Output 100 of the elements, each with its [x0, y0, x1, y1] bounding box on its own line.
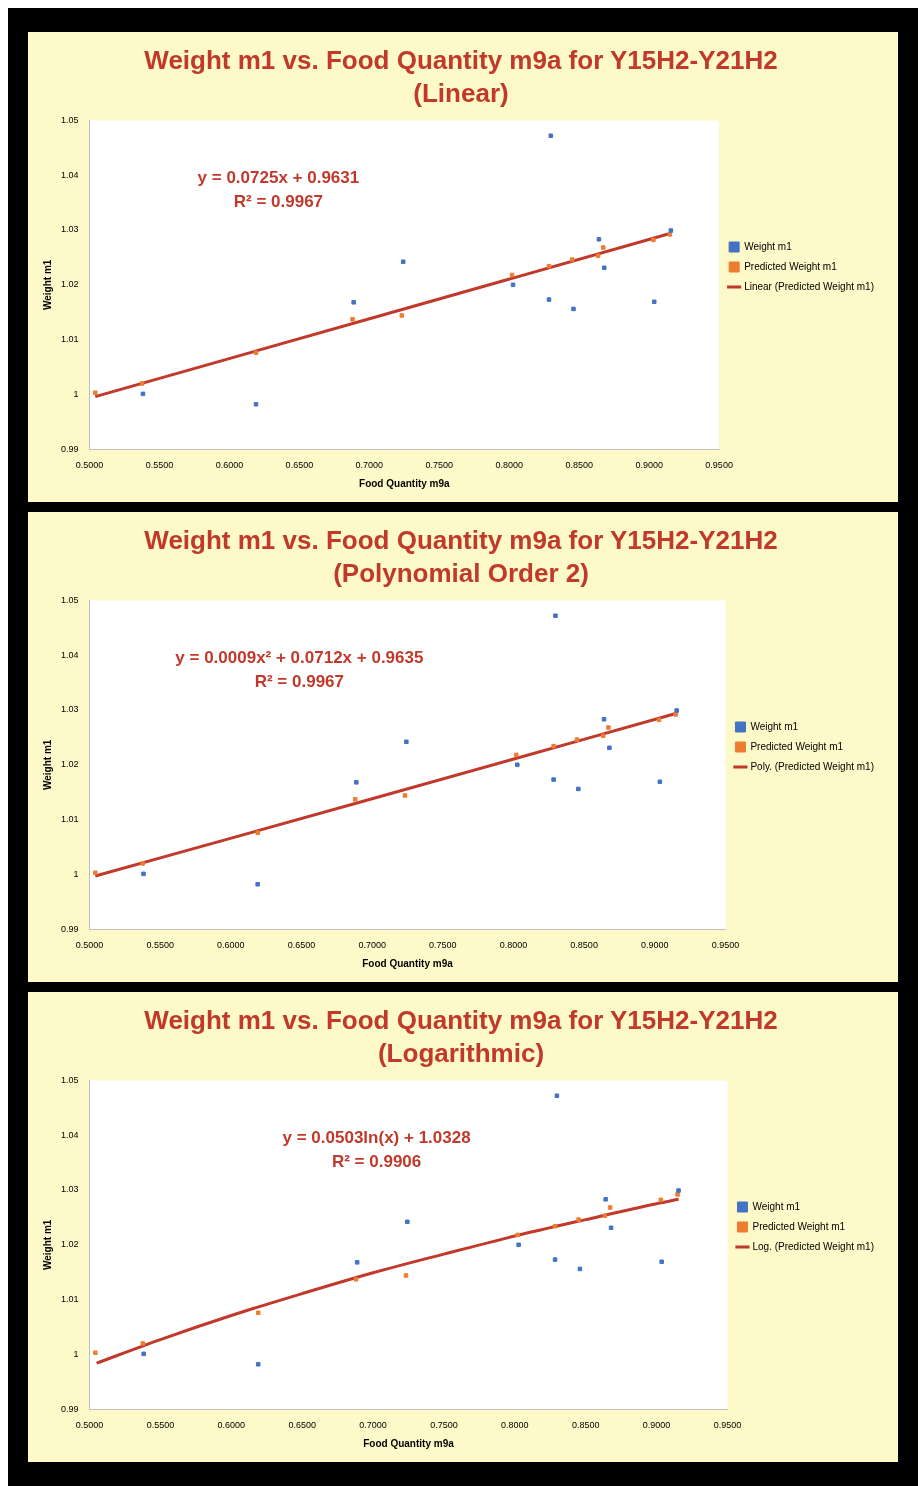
- point: [551, 777, 556, 782]
- x-axis-title: Food Quantity m9a: [359, 477, 451, 489]
- x-tick-label: 0.7000: [358, 940, 386, 951]
- chart-title: Weight m1 vs. Food Quantity m9a for Y15H2-Y21H2: [144, 44, 778, 75]
- legend-label: Weight m1: [744, 240, 793, 252]
- point: [255, 882, 260, 887]
- point: [571, 306, 576, 312]
- x-tick-label: 0.6000: [215, 460, 244, 471]
- x-axis-title: Food Quantity m9a: [363, 1437, 455, 1449]
- point: [551, 743, 556, 749]
- y-tick-label: 1.02: [60, 1239, 79, 1250]
- point: [651, 299, 657, 305]
- x-tick-label: 0.7000: [359, 1420, 387, 1431]
- point: [607, 1205, 613, 1210]
- x-tick-label: 0.6500: [285, 460, 314, 471]
- x-tick-label: 0.8500: [565, 460, 593, 471]
- chart-subtitle: (Linear): [413, 77, 509, 108]
- point: [354, 1260, 360, 1265]
- y-tick-label: 1.02: [60, 759, 79, 770]
- point: [515, 762, 520, 768]
- point: [552, 1223, 558, 1229]
- x-tick-label: 0.7500: [429, 940, 457, 951]
- point: [253, 350, 259, 356]
- legend-label: Log. (Predicted Weight m1): [752, 1240, 875, 1252]
- point: [352, 797, 358, 802]
- chart-title: Weight m1 vs. Food Quantity m9a for Y15H2-Y21H2: [144, 1004, 778, 1035]
- point: [595, 253, 601, 259]
- x-tick-label: 0.9500: [713, 1420, 742, 1431]
- point: [600, 733, 606, 739]
- x-tick-label: 0.8000: [495, 460, 524, 471]
- point: [140, 1341, 146, 1346]
- x-tick-label: 0.8500: [571, 1420, 600, 1431]
- x-tick-label: 0.7500: [430, 1420, 458, 1431]
- point: [402, 793, 408, 798]
- y-tick-label: 1.03: [60, 224, 79, 235]
- point: [514, 752, 519, 758]
- y-tick-label: 1.05: [60, 594, 79, 605]
- y-tick-label: 1.03: [60, 1184, 79, 1195]
- point: [659, 1259, 664, 1265]
- point: [596, 237, 602, 242]
- point: [516, 1242, 521, 1248]
- point: [403, 1273, 409, 1278]
- point: [601, 717, 607, 722]
- x-tick-label: 0.5000: [75, 940, 104, 951]
- point: [140, 861, 145, 866]
- point: [399, 313, 405, 318]
- y-axis-title: Weight m1: [41, 1219, 53, 1270]
- y-tick-label: 0.99: [60, 923, 79, 934]
- point: [577, 1266, 583, 1272]
- y-tick-label: 0.99: [60, 443, 79, 454]
- point: [675, 1192, 680, 1197]
- annotation: R² = 0.9967: [233, 192, 324, 212]
- point: [658, 1197, 664, 1203]
- point: [668, 228, 674, 233]
- point: [404, 739, 409, 745]
- point: [606, 725, 611, 730]
- y-tick-label: 0.99: [60, 1403, 79, 1414]
- legend-label: Predicted Weight m1: [752, 1220, 846, 1232]
- chart-subtitle: (Polynomial Order 2): [333, 557, 589, 588]
- x-tick-label: 0.7500: [425, 460, 454, 471]
- x-tick-label: 0.9000: [641, 940, 669, 951]
- point: [552, 1257, 558, 1262]
- legend-label: Predicted Weight m1: [744, 260, 838, 272]
- point: [93, 1350, 98, 1356]
- chart-subtitle: (Logarithmic): [377, 1037, 545, 1068]
- point: [255, 1362, 261, 1367]
- x-tick-label: 0.6500: [288, 1420, 316, 1431]
- point: [601, 245, 606, 250]
- y-tick-label: 1: [73, 1348, 79, 1359]
- point: [553, 613, 558, 619]
- legend-label: Poly. (Predicted Weight m1): [750, 760, 875, 772]
- annotation: y = 0.0503ln(x) + 1.0328: [282, 1128, 471, 1148]
- point: [510, 282, 516, 288]
- annotation: y = 0.0009x² + 0.0712x + 0.9635: [175, 648, 424, 668]
- point: [140, 391, 146, 397]
- y-tick-label: 1: [73, 868, 79, 879]
- x-tick-label: 0.9000: [635, 460, 663, 471]
- y-tick-label: 1.04: [60, 169, 79, 180]
- x-tick-label: 0.5500: [145, 460, 174, 471]
- point: [554, 1093, 560, 1099]
- point: [607, 745, 612, 751]
- annotation: R² = 0.9967: [254, 672, 345, 692]
- point: [139, 381, 145, 386]
- point: [657, 779, 663, 785]
- point: [354, 780, 359, 785]
- point: [93, 870, 98, 876]
- point: [603, 1197, 608, 1202]
- y-tick-label: 1.04: [60, 649, 79, 660]
- legend-label: Linear (Predicted Weight m1): [744, 280, 874, 292]
- point: [576, 786, 581, 792]
- point: [574, 737, 580, 742]
- x-tick-label: 0.5000: [75, 1420, 104, 1431]
- point: [651, 237, 656, 243]
- x-tick-label: 0.5000: [75, 460, 104, 471]
- x-tick-label: 0.9500: [711, 940, 740, 951]
- point: [656, 717, 662, 723]
- y-tick-label: 1.03: [60, 704, 79, 715]
- point: [601, 265, 607, 271]
- x-tick-label: 0.6500: [287, 940, 316, 951]
- y-axis-title: Weight m1: [41, 259, 53, 310]
